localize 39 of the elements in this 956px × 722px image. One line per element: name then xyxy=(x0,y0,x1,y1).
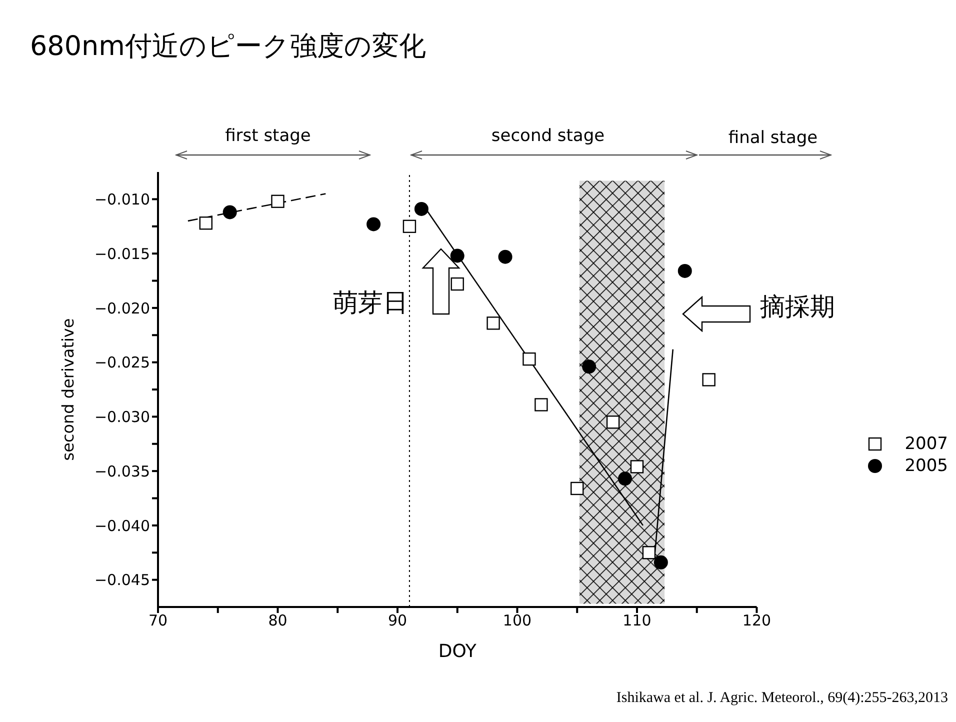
point xyxy=(366,217,381,232)
y-tick-label: −0.045 xyxy=(94,571,150,590)
point xyxy=(222,205,237,220)
point xyxy=(414,202,428,216)
chart-title: 680nm付近のピーク強度の変化 xyxy=(30,30,426,64)
x-axis-title: DOY xyxy=(438,641,478,662)
text: final stage xyxy=(727,128,819,148)
point xyxy=(450,248,464,263)
text: first stage xyxy=(224,126,312,146)
x-tick-label: 70 xyxy=(148,612,168,630)
text: second stage xyxy=(490,126,606,146)
x-tick-label: 110 xyxy=(622,612,652,630)
point xyxy=(630,460,644,474)
point xyxy=(582,360,596,374)
x-tick-label: 100 xyxy=(502,612,532,630)
y-axis-title: second derivative xyxy=(58,318,78,461)
point xyxy=(642,546,656,560)
point xyxy=(678,264,692,278)
annotation: 萌芽日 xyxy=(333,287,408,319)
legend-label: 2007 xyxy=(904,434,948,454)
point xyxy=(606,416,620,429)
point xyxy=(618,472,632,486)
y-tick-label: −0.025 xyxy=(94,354,150,372)
point xyxy=(570,482,584,496)
y-tick-label: −0.020 xyxy=(94,299,150,318)
y-tick-label: −0.035 xyxy=(94,462,150,480)
point xyxy=(522,352,536,366)
point xyxy=(654,555,668,570)
point xyxy=(498,250,512,264)
y-tick-label: −0.040 xyxy=(94,516,150,535)
legend-label: 2005 xyxy=(904,456,948,476)
text: Ishikawa et al. J. Agric. Meteorol., 69(4):255-263,2013 xyxy=(616,690,948,707)
y-tick-label: −0.015 xyxy=(94,244,150,263)
x-tick-label: 90 xyxy=(388,612,408,630)
y-tick-label: −0.010 xyxy=(94,190,150,209)
y-tick-label: −0.030 xyxy=(94,408,150,426)
x-tick-label: 80 xyxy=(268,612,288,630)
x-tick-label: 120 xyxy=(742,612,772,630)
text: 摘採期 xyxy=(760,291,835,323)
